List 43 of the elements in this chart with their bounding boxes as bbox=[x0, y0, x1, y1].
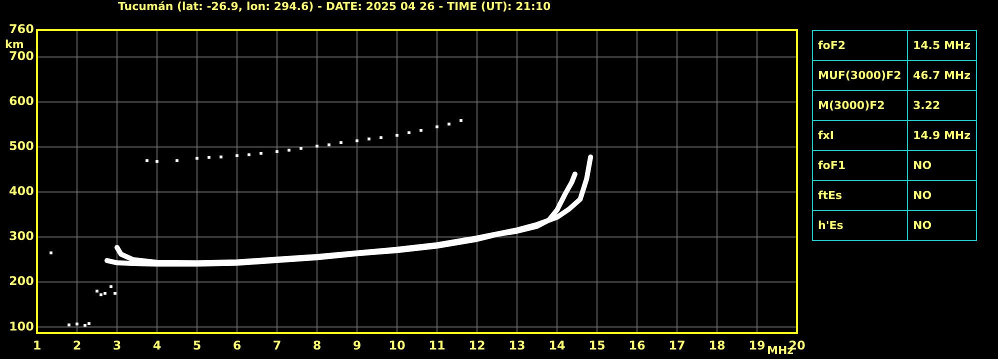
y-tick-label: 500 bbox=[8, 139, 34, 154]
x-tick-label: 5 bbox=[192, 338, 202, 352]
x-tick-label: 4 bbox=[152, 338, 162, 352]
x-tick-label: 7 bbox=[272, 338, 282, 352]
y-tick-label: 400 bbox=[8, 184, 34, 198]
text: 14.9 MHz bbox=[908, 120, 976, 150]
x-tick-label: 15 bbox=[588, 338, 606, 352]
y-tick-label: 100 bbox=[8, 319, 34, 334]
x-tick-label: 17 bbox=[668, 338, 686, 352]
x-tick-label: 13 bbox=[508, 338, 526, 352]
y-axis-title: km bbox=[5, 38, 24, 51]
text: foF1 bbox=[812, 150, 908, 180]
y-tick-label: 760 bbox=[8, 22, 34, 36]
chart-title: Tucumán (lat: -26.9, lon: 294.6) - DATE: 2025 04 26 - TIME (UT): 21:10 bbox=[118, 0, 551, 13]
text: NO bbox=[908, 180, 976, 210]
text: M(3000)F2 bbox=[812, 90, 908, 120]
text: 14.5 MHz bbox=[908, 30, 976, 60]
x-tick-label: 14 bbox=[548, 338, 566, 352]
y-tick-label: 200 bbox=[8, 274, 34, 288]
y-tick-label: 600 bbox=[8, 94, 34, 108]
text: NO bbox=[908, 150, 976, 180]
text: 46.7 MHz bbox=[908, 60, 976, 90]
x-tick-label: 19 bbox=[748, 338, 766, 352]
text: fxI bbox=[812, 120, 908, 150]
x-tick-label: 9 bbox=[352, 338, 362, 352]
x-tick-label: 12 bbox=[468, 338, 486, 352]
x-tick-label: 3 bbox=[112, 338, 122, 352]
x-tick-label: 18 bbox=[708, 338, 726, 352]
x-tick-label: 10 bbox=[388, 338, 406, 352]
y-tick-label: 300 bbox=[8, 229, 34, 244]
x-tick-label: 1 bbox=[32, 338, 42, 352]
text: 3.22 bbox=[908, 90, 976, 120]
x-tick-label: 8 bbox=[312, 338, 322, 352]
text: MUF(3000)F2 bbox=[812, 60, 908, 90]
text: h'Es bbox=[812, 210, 908, 240]
x-tick-label: 2 bbox=[72, 338, 82, 352]
text: NO bbox=[908, 210, 976, 240]
text: ftEs bbox=[812, 180, 908, 210]
x-tick-label: 16 bbox=[628, 338, 646, 352]
text: foF2 bbox=[812, 30, 908, 60]
y-tick-label: 700 bbox=[8, 49, 34, 64]
x-tick-label: 6 bbox=[232, 338, 242, 352]
x-tick-label: 11 bbox=[428, 338, 446, 352]
